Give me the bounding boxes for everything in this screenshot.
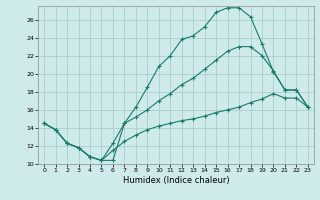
X-axis label: Humidex (Indice chaleur): Humidex (Indice chaleur) xyxy=(123,176,229,185)
